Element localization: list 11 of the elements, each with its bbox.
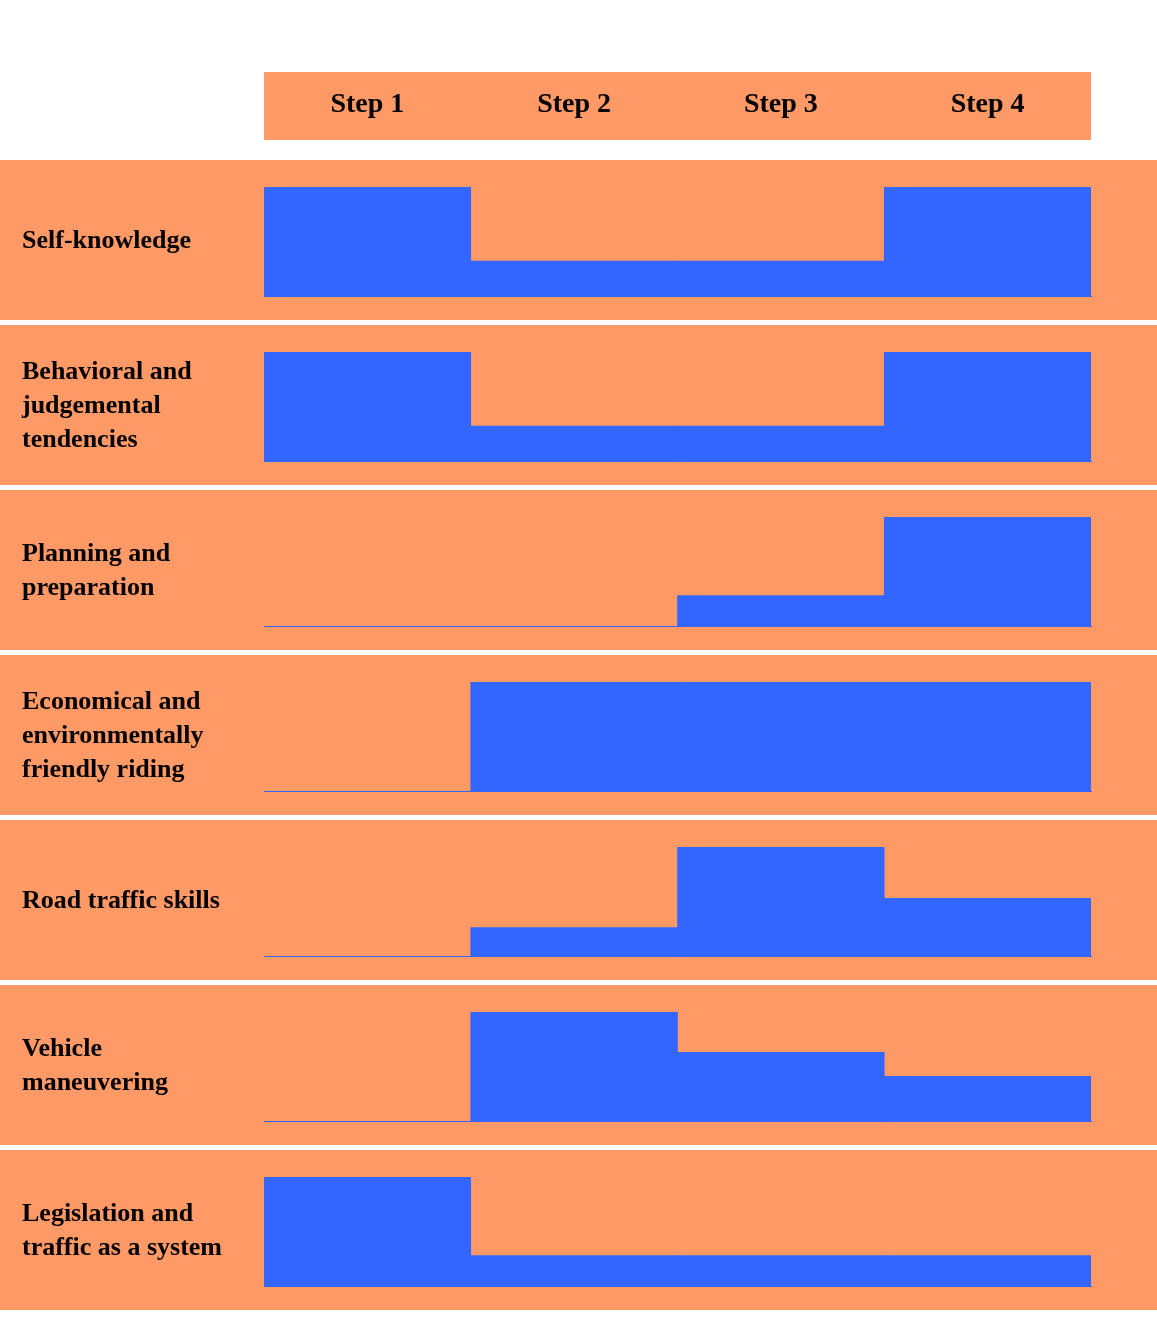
x-tick-label: Step 3 — [743, 87, 818, 119]
text: Self-knowledge — [0, 160, 260, 320]
x-tick-label: Step 4 — [950, 87, 1025, 119]
text: Economical and environmentally friendly riding — [0, 655, 260, 815]
x-tick-label: Step 2 — [537, 87, 612, 119]
text: Behavioral and judgemental tendencies — [0, 325, 260, 485]
text: Planning and preparation — [0, 490, 260, 650]
x-tick-label: Step 1 — [330, 87, 405, 119]
text: Legislation and traffic as a system — [0, 1150, 260, 1310]
text: Vehicle maneuvering — [0, 985, 260, 1145]
text: Road traffic skills — [0, 820, 260, 980]
